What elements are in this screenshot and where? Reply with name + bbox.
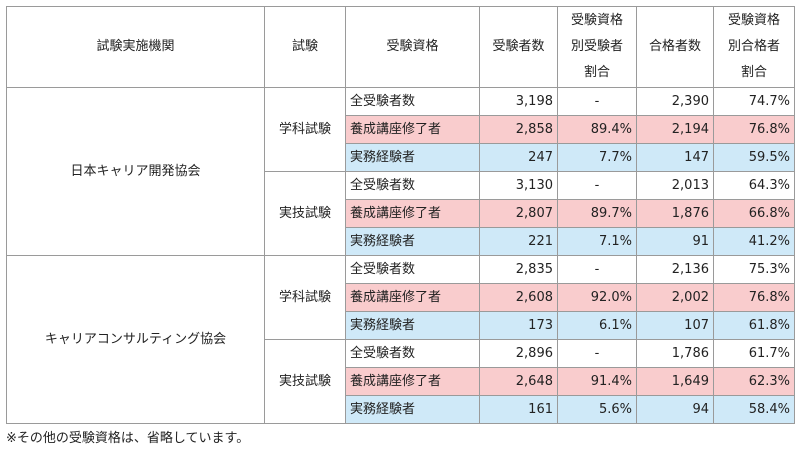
applicant-ratio-cell: -: [557, 339, 637, 368]
passer-ratio-cell: 76.8%: [713, 283, 795, 312]
passers-cell: 1,876: [636, 199, 714, 228]
applicant-ratio-cell: 7.7%: [557, 143, 637, 172]
applicants-cell: 221: [479, 227, 558, 256]
passers-cell: 2,136: [636, 255, 714, 284]
table-row: 養成講座修了者 2,858 89.4% 2,194 76.8%: [7, 115, 795, 144]
applicants-cell: 2,858: [479, 115, 558, 144]
table-row: 養成講座修了者 2,608 92.0% 2,002 76.8%: [7, 283, 795, 312]
table-row: 実務経験者 173 6.1% 107 61.8%: [7, 311, 795, 340]
applicant-ratio-cell: 89.4%: [557, 115, 637, 144]
table-row: 実技試験 全受験者数 2,896-1,786 61.7%: [7, 339, 795, 424]
qualification-cell: 全受験者数: [345, 339, 480, 368]
applicants-cell: 161: [479, 395, 558, 424]
applicants-cell: 3,198: [479, 87, 558, 116]
passer-ratio-cell: 76.8%: [713, 115, 795, 144]
applicant-ratio-cell: 91.4%: [557, 367, 637, 396]
applicants-cell: 2,648: [479, 367, 558, 396]
table-row: 養成講座修了者 2,807 89.7% 1,876 66.8%: [7, 199, 795, 228]
passers-cell: 2,002: [636, 283, 714, 312]
applicant-ratio-cell: -: [557, 87, 637, 116]
exam-name: 学科試験: [264, 255, 346, 340]
applicants-cell: 2,608: [479, 283, 558, 312]
qualification-cell: 養成講座修了者: [345, 283, 480, 312]
table-row: 実務経験者 221 7.1% 91 41.2%: [7, 227, 795, 256]
passers-cell: 1,786: [636, 339, 714, 368]
header-applicant-ratio: 受験資格 別受験者 割合: [557, 6, 637, 88]
footnote: ※その他の受験資格は、省略しています。: [6, 431, 250, 446]
passer-ratio-cell: 66.8%: [713, 199, 795, 228]
table-header-row: 試験実施機関 試験 受験資格 受験者数 受験資格 別受験者 割合 合格者数 受験…: [6, 6, 795, 88]
header-organization: 試験実施機関: [6, 6, 265, 88]
header-qualification: 受験資格: [345, 6, 480, 88]
applicants-cell: 2,807: [479, 199, 558, 228]
table-row: キャリアコンサルティング協会 学科試験 全受験者数 2,835-2,136 75.3%: [6, 255, 795, 424]
applicants-cell: 173: [479, 311, 558, 340]
qualification-cell: 実務経験者: [345, 227, 480, 256]
exam-name: 実技試験: [264, 339, 346, 424]
passers-cell: 147: [636, 143, 714, 172]
passers-cell: 107: [636, 311, 714, 340]
qualification-cell: 養成講座修了者: [345, 367, 480, 396]
passers-cell: 2,390: [636, 87, 714, 116]
applicants-cell: 247: [479, 143, 558, 172]
exam-name: 実技試験: [264, 171, 346, 256]
applicant-ratio-cell: -: [557, 255, 637, 284]
passer-ratio-cell: 74.7%: [713, 87, 795, 116]
applicant-ratio-cell: 92.0%: [557, 283, 637, 312]
table-row: 実務経験者 161 5.6% 94 58.4%: [7, 395, 795, 424]
header-exam: 試験: [264, 6, 346, 88]
exam-results-table: 試験実施機関 試験 受験資格 受験者数 受験資格 別受験者 割合 合格者数 受験…: [6, 6, 795, 424]
qualification-cell: 実務経験者: [345, 311, 480, 340]
passer-ratio-cell: 58.4%: [713, 395, 795, 424]
qualification-cell: 養成講座修了者: [345, 115, 480, 144]
qualification-cell: 実務経験者: [345, 395, 480, 424]
applicant-ratio-cell: 89.7%: [557, 199, 637, 228]
applicants-cell: 2,896: [479, 339, 558, 368]
applicant-ratio-cell: 7.1%: [557, 227, 637, 256]
organization-name: 日本キャリア開発協会: [6, 87, 265, 256]
header-applicants: 受験者数: [479, 6, 558, 88]
applicant-ratio-cell: 5.6%: [557, 395, 637, 424]
passer-ratio-cell: 64.3%: [713, 171, 795, 200]
table-row: 日本キャリア開発協会 学科試験 全受験者数 3,198-2,390 74.7%: [6, 87, 795, 256]
passers-cell: 94: [636, 395, 714, 424]
qualification-cell: 全受験者数: [345, 255, 480, 284]
table-row: 養成講座修了者 2,648 91.4% 1,649 62.3%: [7, 367, 795, 396]
qualification-cell: 全受験者数: [345, 87, 480, 116]
qualification-cell: 実務経験者: [345, 143, 480, 172]
qualification-cell: 全受験者数: [345, 171, 480, 200]
passer-ratio-cell: 41.2%: [713, 227, 795, 256]
passer-ratio-cell: 61.7%: [713, 339, 795, 368]
table-body: 日本キャリア開発協会 学科試験 全受験者数 3,198-2,390 74.7% 養成講座修…: [6, 87, 795, 424]
header-passer-ratio: 受験資格 別合格者 割合: [713, 6, 795, 88]
applicant-ratio-cell: 6.1%: [557, 311, 637, 340]
passers-cell: 91: [636, 227, 714, 256]
passer-ratio-cell: 59.5%: [713, 143, 795, 172]
passer-ratio-cell: 75.3%: [713, 255, 795, 284]
organization-name: キャリアコンサルティング協会: [6, 255, 265, 424]
applicants-cell: 2,835: [479, 255, 558, 284]
passers-cell: 1,649: [636, 367, 714, 396]
passer-ratio-cell: 62.3%: [713, 367, 795, 396]
passers-cell: 2,013: [636, 171, 714, 200]
applicant-ratio-cell: -: [557, 171, 637, 200]
passer-ratio-cell: 61.8%: [713, 311, 795, 340]
table-row: 実務経験者 247 7.7% 147 59.5%: [7, 143, 795, 172]
exam-name: 学科試験: [264, 87, 346, 172]
passers-cell: 2,194: [636, 115, 714, 144]
qualification-cell: 養成講座修了者: [345, 199, 480, 228]
applicants-cell: 3,130: [479, 171, 558, 200]
header-passers: 合格者数: [636, 6, 714, 88]
